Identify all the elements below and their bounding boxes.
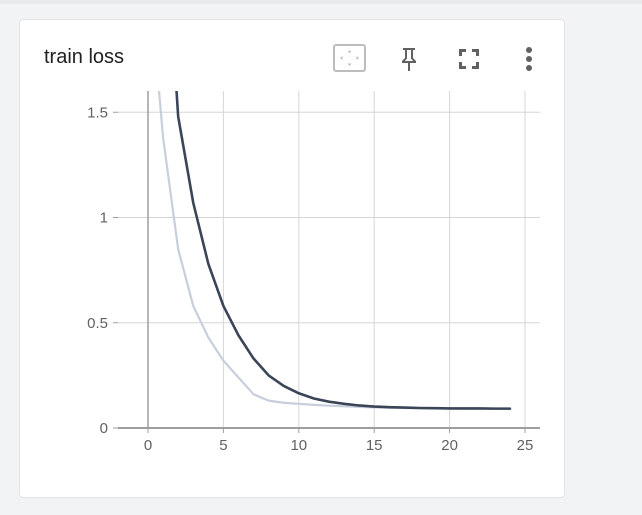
more-vert-icon [526,47,532,71]
x-tick-label: 5 [219,437,227,454]
fullscreen-icon [459,49,479,69]
fullscreen-button[interactable] [451,41,487,77]
series-line-primary [175,91,512,410]
card-title: train loss [44,46,125,68]
fit-domain-icon [333,44,366,72]
fit-domain-button[interactable] [332,41,368,77]
y-tick-label: 1 [100,210,108,227]
chart-card: train loss [19,19,565,498]
x-tick-label: 0 [144,437,152,454]
axes [113,91,540,433]
x-tick-label: 10 [290,437,307,454]
x-tick-label: 20 [441,437,458,454]
series-group [157,91,512,410]
top-divider [0,0,642,4]
pin-icon [402,48,416,71]
y-tick-label: 0 [100,420,108,437]
series-line-smoothed [157,91,512,410]
pin-button[interactable] [391,41,427,77]
more-options-button[interactable] [510,41,546,77]
x-tick-label: 15 [366,437,383,454]
x-tick-label: 25 [517,437,534,454]
y-tick-label: 1.5 [87,104,108,121]
grid [118,91,540,428]
y-tick-label: 0.5 [87,315,108,332]
tick-labels: 0 5 10 15 20 25 0 0.5 1 1.5 [87,104,533,454]
